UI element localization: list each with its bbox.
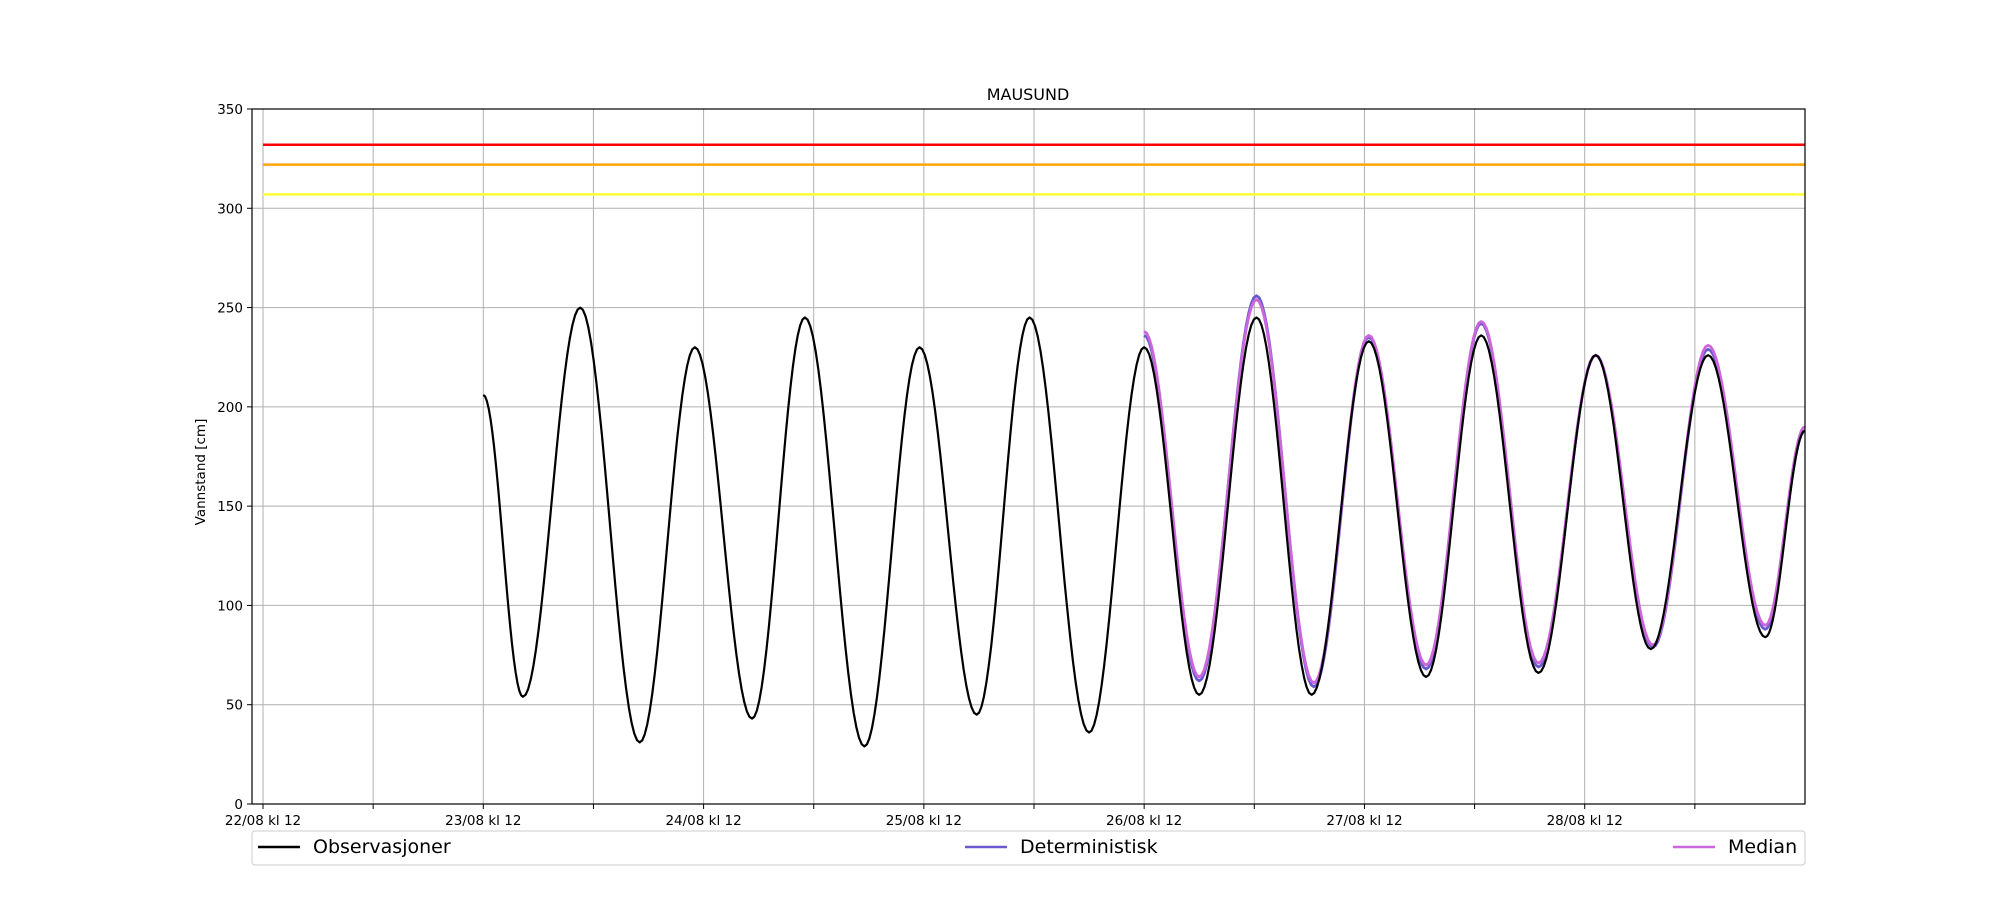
- y-tick-label: 300: [217, 201, 243, 217]
- x-tick-label: 25/08 kl 12: [886, 813, 962, 829]
- y-axis-label: Vannstand [cm]: [193, 419, 209, 526]
- x-tick-label: 24/08 kl 12: [665, 813, 741, 829]
- y-axis: 0 50 100 150 200 250 300 350: [217, 102, 252, 813]
- y-tick-label: 100: [217, 598, 243, 614]
- y-tick-label: 150: [217, 499, 243, 515]
- x-axis: 22/08 kl 12 23/08 kl 12 24/08 kl 12 25/08 k…: [225, 804, 1696, 829]
- grid: [252, 108, 1805, 805]
- x-tick-label: 27/08 kl 12: [1326, 813, 1402, 829]
- series-line-median: [1143, 298, 1806, 685]
- y-tick-label: 350: [217, 102, 243, 118]
- legend-label-deterministisk: Deterministisk: [1020, 836, 1158, 858]
- x-tick-label: 23/08 kl 12: [445, 813, 521, 829]
- threshold-lines: [263, 143, 1805, 196]
- y-tick-label: 50: [226, 698, 243, 714]
- legend: Observasjoner Deterministisk Median: [251, 830, 1806, 866]
- series-lines: [482, 294, 1806, 748]
- y-tick-label: 250: [217, 301, 243, 317]
- x-tick-label: 22/08 kl 12: [225, 813, 301, 829]
- y-tick-label: 0: [234, 797, 243, 813]
- legend-label-median: Median: [1728, 836, 1797, 858]
- x-tick-label: 26/08 kl 12: [1106, 813, 1182, 829]
- series-line-observasjoner: [482, 306, 1806, 748]
- chart-title: MAUSUND: [987, 85, 1070, 104]
- series-line-deterministisk: [1143, 294, 1806, 689]
- y-tick-label: 200: [217, 400, 243, 416]
- legend-frame: [251, 830, 1806, 866]
- legend-label-observasjoner: Observasjoner: [313, 836, 451, 858]
- x-tick-label: 28/08 kl 12: [1547, 813, 1623, 829]
- plot-frame: [251, 108, 1806, 805]
